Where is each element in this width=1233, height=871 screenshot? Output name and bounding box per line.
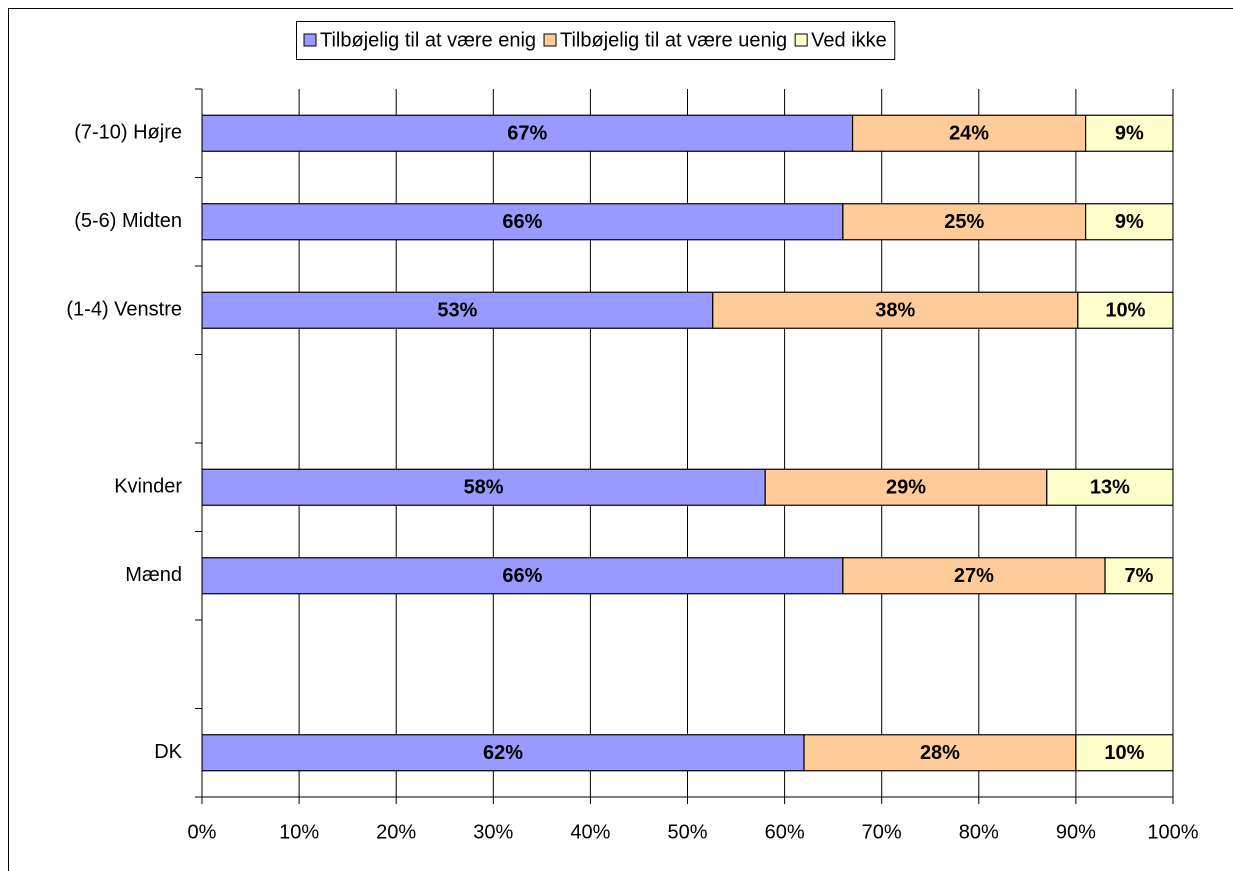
legend: Tilbøjelig til at være enig Tilbøjelig ti… [296,21,896,60]
data-label: 29% [886,477,926,499]
data-label: 62% [483,742,523,764]
x-tick-label: 20% [376,821,416,843]
bar-segment [764,468,1048,506]
x-tick-label: 50% [667,821,707,843]
y-tick-label: (5-6) Midten [74,210,182,232]
bar-segment [1085,114,1173,152]
data-label: 10% [1105,300,1145,322]
bar-segment [202,734,805,772]
data-label: 9% [1115,123,1144,145]
x-tick-label: 0% [188,821,217,843]
bar-segment [1085,203,1173,241]
legend-label: Ved ikke [811,29,887,51]
data-label: 7% [1125,565,1154,587]
x-tick-label: 60% [765,821,805,843]
x-tick-label: 30% [473,821,513,843]
legend-swatch [794,33,808,47]
x-tick-label: 40% [570,821,610,843]
data-label: 10% [1104,742,1144,764]
data-label: 53% [437,300,477,322]
x-tick-label: 80% [959,821,999,843]
y-tick-label: (1-4) Venstre [66,299,182,321]
data-label: 9% [1115,211,1144,233]
legend-swatch [543,33,557,47]
data-label: 66% [502,211,542,233]
bar-segment [202,114,854,152]
bar-segment [202,203,844,241]
bar-segment [202,468,766,506]
bar-segment [1075,734,1173,772]
data-label: 67% [507,123,547,145]
y-tick-label: (7-10) Højre [74,122,182,144]
data-label: 13% [1090,477,1130,499]
y-tick-label: Kvinder [114,476,182,498]
bar-segment [202,557,844,595]
data-label: 27% [954,565,994,587]
legend-swatch [303,33,317,47]
bar-segment [842,557,1106,595]
bar-segment [1077,291,1173,329]
y-tick-label: DK [154,741,182,763]
x-tick-label: 90% [1056,821,1096,843]
data-label: 25% [944,211,984,233]
data-label: 66% [502,565,542,587]
x-tick-label: 70% [862,821,902,843]
x-tick-label: 100% [1147,821,1198,843]
legend-label: Tilbøjelig til at være uenig [560,29,787,51]
bars [202,114,1173,772]
bar-segment [1104,557,1173,595]
data-label: 28% [920,742,960,764]
y-tick-label: Mænd [125,564,182,586]
bar-segment [1046,468,1173,506]
bar-segment [842,203,1087,241]
legend-label: Tilbøjelig til at være enig [320,29,536,51]
bar-segment [851,114,1087,152]
data-label: 38% [875,300,915,322]
x-tick-label: 10% [279,821,319,843]
data-label: 24% [949,123,989,145]
data-label: 58% [464,477,504,499]
